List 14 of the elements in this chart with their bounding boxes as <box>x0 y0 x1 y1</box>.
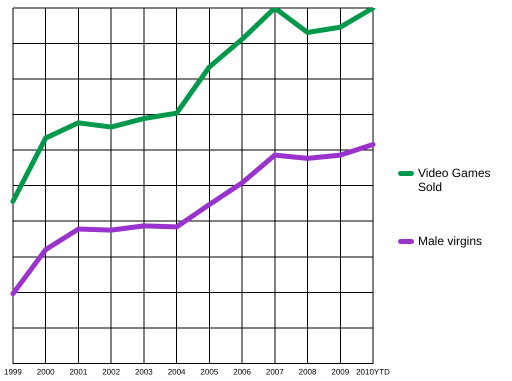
x-tick-label: 2007 <box>266 367 284 376</box>
x-tick-label: 2005 <box>200 367 219 376</box>
x-tick-label: 2004 <box>168 367 186 376</box>
x-tick-label: 2003 <box>134 367 154 376</box>
x-tick-label: 2002 <box>102 367 121 376</box>
x-tick-label: 1999 <box>4 367 22 376</box>
legend-label: Male virgins <box>418 234 482 248</box>
x-tick-label: 2000 <box>36 367 56 376</box>
legend-label: Video Games Sold <box>418 166 492 194</box>
x-tick-label: 2008 <box>298 367 317 376</box>
x-tick-label: 2010YTD <box>356 367 390 376</box>
x-tick-label: 2009 <box>331 367 350 376</box>
x-tick-label: 2006 <box>233 367 252 376</box>
x-tick-label: 2001 <box>69 367 88 376</box>
